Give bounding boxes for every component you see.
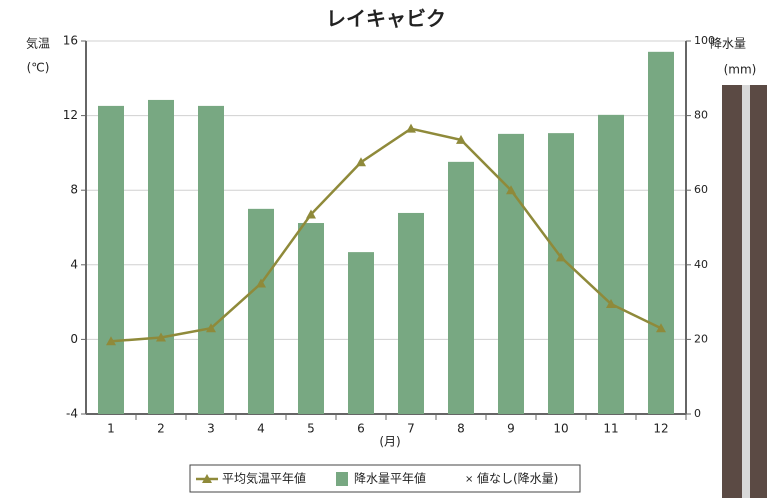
bar	[398, 212, 424, 414]
line-marker	[306, 209, 316, 219]
legend-marker: ×	[465, 474, 473, 485]
y-tick-label: 0	[70, 332, 78, 346]
background-photo	[742, 85, 750, 498]
x-tick-label: 9	[507, 422, 515, 436]
y-tick-label: -4	[66, 407, 78, 421]
y-axis-unit: (℃)	[27, 61, 50, 75]
line-marker	[456, 134, 466, 144]
y2-tick-label: 0	[694, 407, 701, 420]
y2-tick-label: 60	[694, 183, 708, 196]
y-tick-label: 12	[63, 108, 78, 122]
bar	[548, 133, 574, 415]
bar	[98, 105, 124, 414]
line-marker	[106, 336, 116, 346]
line-marker	[656, 323, 666, 333]
x-tick-label: 11	[603, 422, 618, 436]
bar	[198, 105, 224, 414]
y2-tick-label: 80	[694, 109, 708, 122]
y2-tick-label: 20	[694, 332, 708, 345]
y2-axis-label: 降水量	[710, 37, 746, 51]
x-tick-label: 4	[257, 422, 265, 436]
y2-tick-label: 100	[694, 34, 715, 47]
line-marker	[606, 298, 616, 308]
line	[110, 127, 662, 343]
line-marker	[256, 278, 266, 288]
x-tick-label: 5	[307, 422, 315, 436]
y2-tick-label: 40	[694, 258, 708, 271]
y-tick-label: 4	[70, 257, 78, 271]
bar	[598, 114, 624, 414]
bar	[348, 252, 374, 414]
bar	[498, 133, 524, 414]
x-tick-label: 3	[207, 422, 215, 436]
bar	[448, 161, 474, 414]
bar	[298, 223, 324, 414]
line-marker	[206, 323, 216, 333]
bar	[648, 51, 674, 414]
x-tick-label: 6	[357, 422, 365, 436]
legend-label: 降水量平年値	[354, 471, 426, 486]
x-tick-label: 12	[653, 422, 668, 436]
y-tick-label: 16	[63, 34, 78, 48]
bar	[248, 208, 274, 414]
legend-swatch	[202, 474, 212, 483]
line-marker	[506, 185, 516, 195]
line-marker	[406, 123, 416, 133]
bar	[148, 99, 174, 415]
line-marker	[156, 332, 166, 342]
legend-label: 平均気温平年値	[222, 471, 306, 486]
y2-axis-unit: (mm)	[724, 63, 757, 77]
chart-title: レイキャビク	[326, 7, 446, 31]
legend-swatch	[336, 472, 348, 486]
x-tick-label: 8	[457, 422, 465, 436]
y-tick-label: 8	[70, 183, 78, 197]
x-tick-label: 7	[407, 422, 415, 436]
legend-box	[189, 464, 581, 493]
line-marker	[356, 157, 366, 167]
x-tick-label: 1	[107, 422, 115, 436]
x-tick-label: 10	[553, 422, 568, 436]
y-axis-label: 気温	[26, 36, 50, 51]
x-axis-label: (月)	[379, 435, 400, 449]
x-tick-label: 2	[157, 422, 165, 436]
line-marker	[556, 252, 566, 262]
legend-label: 値なし(降水量)	[477, 471, 558, 486]
